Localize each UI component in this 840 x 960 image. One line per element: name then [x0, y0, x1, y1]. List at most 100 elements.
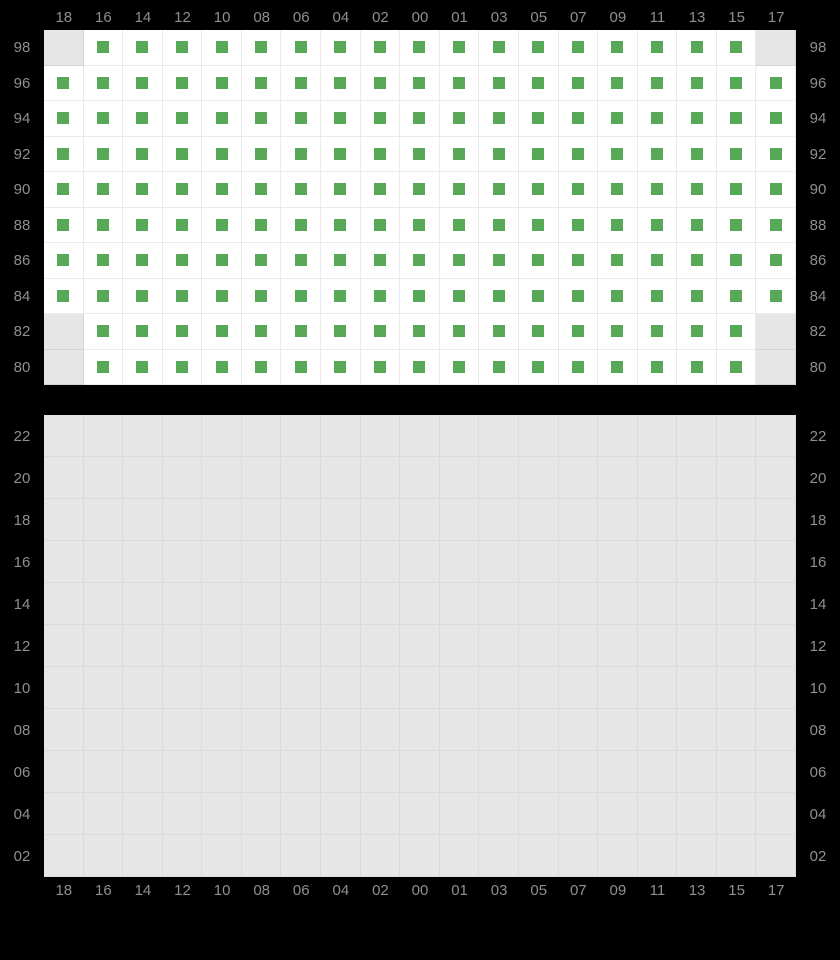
seat-available[interactable]: [598, 66, 638, 102]
seat-available[interactable]: [440, 314, 480, 350]
seat-available[interactable]: [84, 30, 124, 66]
seat-available[interactable]: [321, 350, 361, 386]
seat-available[interactable]: [242, 314, 282, 350]
seat-available[interactable]: [281, 66, 321, 102]
seat-available[interactable]: [677, 243, 717, 279]
seat-available[interactable]: [638, 208, 678, 244]
seat-available[interactable]: [123, 101, 163, 137]
seat-available[interactable]: [717, 314, 757, 350]
seat-available[interactable]: [321, 243, 361, 279]
seat-available[interactable]: [202, 314, 242, 350]
seat-available[interactable]: [479, 172, 519, 208]
seat-available[interactable]: [638, 172, 678, 208]
seat-available[interactable]: [756, 208, 796, 244]
seat-available[interactable]: [677, 101, 717, 137]
seat-available[interactable]: [321, 30, 361, 66]
seat-available[interactable]: [479, 314, 519, 350]
seat-available[interactable]: [717, 66, 757, 102]
seat-available[interactable]: [163, 172, 203, 208]
seat-available[interactable]: [202, 101, 242, 137]
seat-available[interactable]: [519, 279, 559, 315]
seat-available[interactable]: [281, 208, 321, 244]
seat-available[interactable]: [281, 243, 321, 279]
seat-available[interactable]: [361, 172, 401, 208]
seat-available[interactable]: [559, 314, 599, 350]
seat-available[interactable]: [756, 66, 796, 102]
seat-available[interactable]: [84, 137, 124, 173]
seat-available[interactable]: [281, 101, 321, 137]
seat-available[interactable]: [281, 314, 321, 350]
seat-available[interactable]: [163, 101, 203, 137]
seat-available[interactable]: [519, 314, 559, 350]
seat-available[interactable]: [440, 30, 480, 66]
seat-available[interactable]: [717, 350, 757, 386]
seat-available[interactable]: [321, 137, 361, 173]
seat-available[interactable]: [361, 314, 401, 350]
seat-available[interactable]: [598, 30, 638, 66]
seat-available[interactable]: [242, 66, 282, 102]
seat-available[interactable]: [123, 350, 163, 386]
seat-available[interactable]: [440, 243, 480, 279]
seat-available[interactable]: [717, 137, 757, 173]
seat-available[interactable]: [598, 101, 638, 137]
seat-available[interactable]: [638, 66, 678, 102]
seat-available[interactable]: [677, 30, 717, 66]
seat-available[interactable]: [559, 172, 599, 208]
seat-available[interactable]: [559, 350, 599, 386]
seat-available[interactable]: [559, 137, 599, 173]
seat-available[interactable]: [717, 101, 757, 137]
seat-available[interactable]: [242, 243, 282, 279]
seat-available[interactable]: [756, 243, 796, 279]
seat-available[interactable]: [44, 279, 84, 315]
seat-available[interactable]: [44, 243, 84, 279]
seat-available[interactable]: [202, 66, 242, 102]
seat-available[interactable]: [361, 279, 401, 315]
seat-available[interactable]: [440, 66, 480, 102]
seat-available[interactable]: [559, 208, 599, 244]
seat-available[interactable]: [281, 350, 321, 386]
seat-available[interactable]: [123, 208, 163, 244]
seat-available[interactable]: [321, 314, 361, 350]
seat-available[interactable]: [756, 101, 796, 137]
seat-available[interactable]: [321, 66, 361, 102]
seat-available[interactable]: [321, 279, 361, 315]
seat-available[interactable]: [756, 137, 796, 173]
seat-available[interactable]: [519, 243, 559, 279]
seat-available[interactable]: [84, 172, 124, 208]
seat-available[interactable]: [638, 243, 678, 279]
seat-available[interactable]: [400, 172, 440, 208]
seat-available[interactable]: [519, 66, 559, 102]
seat-available[interactable]: [519, 30, 559, 66]
seat-available[interactable]: [361, 350, 401, 386]
seat-available[interactable]: [44, 172, 84, 208]
seat-available[interactable]: [84, 243, 124, 279]
seat-available[interactable]: [44, 137, 84, 173]
seat-available[interactable]: [400, 279, 440, 315]
seat-available[interactable]: [717, 243, 757, 279]
seat-available[interactable]: [202, 243, 242, 279]
seat-available[interactable]: [321, 208, 361, 244]
seat-available[interactable]: [638, 350, 678, 386]
seat-available[interactable]: [242, 208, 282, 244]
seat-available[interactable]: [400, 30, 440, 66]
seat-available[interactable]: [242, 101, 282, 137]
seat-available[interactable]: [123, 314, 163, 350]
seat-available[interactable]: [638, 279, 678, 315]
seat-available[interactable]: [400, 101, 440, 137]
seat-available[interactable]: [84, 101, 124, 137]
seat-available[interactable]: [242, 279, 282, 315]
seat-available[interactable]: [163, 314, 203, 350]
seat-available[interactable]: [400, 208, 440, 244]
seat-available[interactable]: [400, 314, 440, 350]
seat-available[interactable]: [44, 101, 84, 137]
seat-available[interactable]: [84, 208, 124, 244]
seat-available[interactable]: [677, 172, 717, 208]
seat-available[interactable]: [559, 279, 599, 315]
seat-available[interactable]: [361, 208, 401, 244]
seat-available[interactable]: [84, 314, 124, 350]
seat-available[interactable]: [361, 30, 401, 66]
seat-available[interactable]: [717, 30, 757, 66]
seat-available[interactable]: [717, 208, 757, 244]
seat-available[interactable]: [202, 208, 242, 244]
seat-available[interactable]: [677, 208, 717, 244]
